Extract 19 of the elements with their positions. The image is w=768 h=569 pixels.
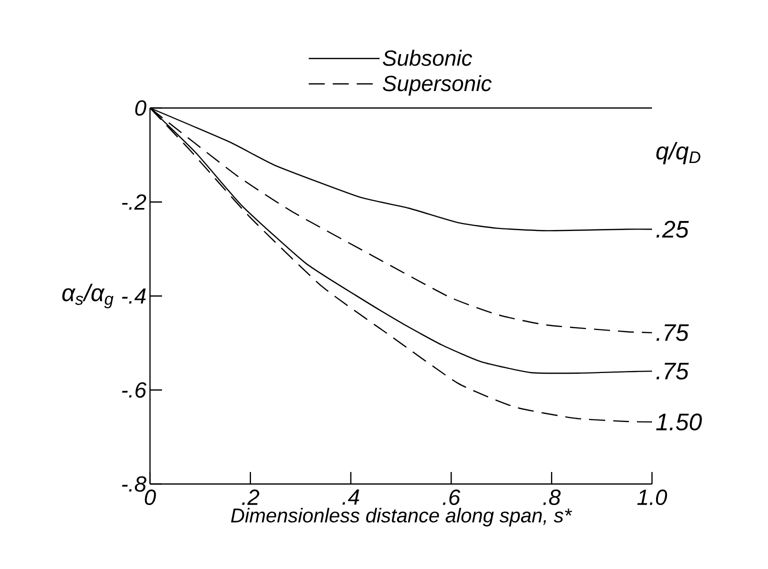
y-tick-label: -.6 — [122, 382, 146, 398]
text: 1.50 — [656, 414, 702, 430]
x-axis-title: Dimensionless distance along span, s* — [231, 508, 572, 526]
y-tick-label: -.2 — [122, 194, 146, 210]
y-axis-title: α$_{s}$/α$_{g}$ — [62, 284, 114, 308]
text: .75 — [656, 324, 689, 342]
x-tick-label: .6 — [442, 490, 460, 506]
legend-label: Subsonic — [382, 50, 472, 66]
y-tick-label: 0 — [135, 100, 146, 116]
y-tick-label: -.4 — [122, 288, 146, 304]
x-tick-label: 1.0 — [637, 490, 668, 506]
x-tick-label: .8 — [543, 490, 561, 506]
text: .75 — [656, 362, 689, 380]
y-tick-label: -.8 — [122, 476, 146, 492]
legend-label: Supersonic — [382, 75, 492, 96]
text: .25 — [656, 220, 689, 238]
text: q/q$_{D}$ — [656, 142, 700, 164]
x-tick-label: .2 — [242, 490, 260, 505]
x-tick-label: .4 — [342, 490, 360, 505]
